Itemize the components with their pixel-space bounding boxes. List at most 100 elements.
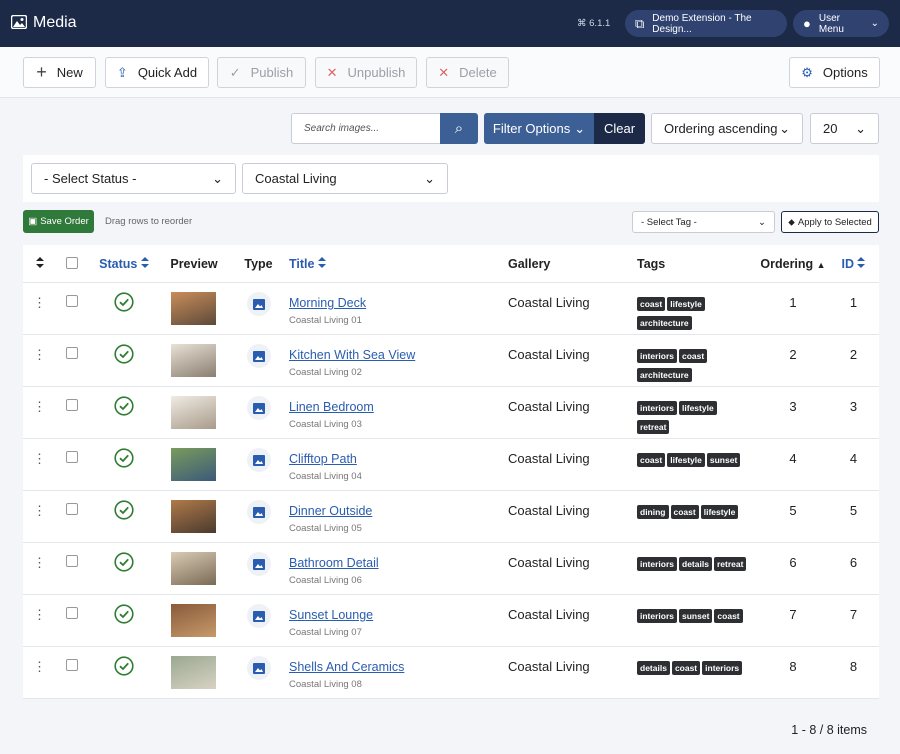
item-subtitle: Coastal Living 05 [289, 523, 362, 534]
preview-header: Preview [160, 245, 228, 282]
filter-options-button[interactable]: Filter Options ⌄ [484, 113, 594, 144]
tag: details [679, 557, 712, 571]
row-checkbox[interactable] [56, 491, 88, 542]
id-cell: 7 [849, 607, 858, 622]
delete-button[interactable]: ✕ Delete [426, 57, 509, 88]
clear-button[interactable]: Clear [594, 113, 645, 144]
row-checkbox[interactable] [56, 595, 88, 646]
row-checkbox[interactable] [56, 335, 88, 386]
preview-cell [160, 335, 228, 386]
thumbnail [171, 344, 216, 377]
quick-add-label: Quick Add [137, 65, 198, 80]
image-icon [252, 402, 265, 414]
image-icon [252, 506, 265, 518]
user-menu[interactable]: ● User Menu ⌄ [793, 10, 889, 37]
tag: lifestyle [667, 453, 705, 467]
tags-cell: coast lifestyle sunset [637, 439, 758, 490]
unpublish-button[interactable]: ✕ Unpublish [315, 57, 417, 88]
drag-hint: Drag rows to reorder [105, 216, 193, 227]
row-checkbox[interactable] [56, 439, 88, 490]
type-cell [228, 283, 289, 334]
item-title[interactable]: Clifftop Path [289, 452, 357, 466]
preview-cell [160, 647, 228, 698]
apply-button[interactable]: ⬥ Apply to Selected [781, 211, 879, 233]
item-title[interactable]: Shells And Ceramics [289, 660, 405, 674]
tag: interiors [637, 349, 678, 363]
search-button[interactable]: ⌕ [440, 113, 478, 144]
status-header[interactable]: Status [88, 245, 160, 282]
published-icon [114, 500, 134, 520]
options-button[interactable]: ⚙ Options [789, 57, 880, 88]
limit-label: 20 [823, 121, 838, 136]
type-cell [228, 439, 289, 490]
preview-header-label: Preview [170, 257, 218, 271]
item-title[interactable]: Bathroom Detail [289, 556, 379, 570]
item-title[interactable]: Kitchen With Sea View [289, 348, 416, 362]
id-header-label: ID [841, 257, 855, 271]
publish-button[interactable]: ✓ Publish [217, 57, 306, 88]
preview-cell [160, 595, 228, 646]
tags-cell: interiors lifestyle retreat [637, 387, 758, 438]
gallery-select[interactable]: Coastal Living ⌄ [242, 163, 448, 194]
row-checkbox[interactable] [56, 283, 88, 334]
title-header[interactable]: Title [289, 245, 508, 282]
ordering-label: Ordering ascending [664, 121, 778, 136]
title-header-label: Title [289, 257, 315, 271]
quick-add-button[interactable]: ⇪ Quick Add [105, 57, 209, 88]
status-cell[interactable] [88, 595, 160, 646]
apply-label: Apply to Selected [797, 216, 872, 228]
limit-select[interactable]: 20 ⌄ [810, 113, 879, 144]
thumbnail [171, 552, 216, 585]
status-cell[interactable] [88, 647, 160, 698]
save-order-label: Save Order [40, 216, 89, 227]
ordering-select[interactable]: Ordering ascending ⌄ [651, 113, 803, 144]
drag-handle[interactable]: ⋮ [33, 659, 46, 674]
preview-cell [160, 491, 228, 542]
ordering-header[interactable]: Ordering ▲ [760, 257, 826, 271]
search-input[interactable]: Search images... [291, 113, 441, 144]
status-cell[interactable] [88, 335, 160, 386]
drag-handle[interactable]: ⋮ [33, 607, 46, 622]
item-subtitle: Coastal Living 08 [289, 679, 362, 690]
search-placeholder: Search images... [304, 123, 380, 134]
check-header [56, 245, 88, 282]
item-title[interactable]: Dinner Outside [289, 504, 373, 518]
drag-handle[interactable]: ⋮ [33, 503, 46, 518]
id-cell: 6 [849, 555, 858, 570]
tag-select[interactable]: - Select Tag - ⌄ [632, 211, 775, 233]
table-row: ⋮ Dinner Outside Coastal Living 05 Coastal … [23, 491, 879, 543]
row-checkbox[interactable] [56, 647, 88, 698]
item-subtitle: Coastal Living 06 [289, 575, 362, 586]
status-cell[interactable] [88, 283, 160, 334]
item-title[interactable]: Linen Bedroom [289, 400, 374, 414]
type-cell [228, 543, 289, 594]
id-header[interactable]: ID [828, 245, 879, 282]
drag-handle[interactable]: ⋮ [33, 295, 46, 310]
status-cell[interactable] [88, 387, 160, 438]
ordering-cell: 7 [789, 607, 797, 622]
status-cell[interactable] [88, 439, 160, 490]
new-button[interactable]: + New [23, 57, 96, 88]
gallery-cell: Coastal Living [508, 503, 590, 518]
new-label: New [56, 65, 83, 80]
row-checkbox[interactable] [56, 387, 88, 438]
drag-handle[interactable]: ⋮ [33, 347, 46, 362]
sort-icon [857, 257, 866, 268]
drag-handle[interactable]: ⋮ [33, 399, 46, 414]
status-cell[interactable] [88, 543, 160, 594]
gallery-cell: Coastal Living [508, 607, 590, 622]
item-title[interactable]: Sunset Lounge [289, 608, 374, 622]
status-select[interactable]: - Select Status - ⌄ [31, 163, 236, 194]
gallery-cell: Coastal Living [508, 659, 590, 674]
drag-handle[interactable]: ⋮ [33, 555, 46, 570]
item-title[interactable]: Morning Deck [289, 296, 367, 310]
site-link[interactable]: ⧉ Demo Extension - The Design... [625, 10, 787, 37]
table-row: ⋮ Bathroom Detail Coastal Living 06 Coastal… [23, 543, 879, 595]
drag-handle[interactable]: ⋮ [33, 451, 46, 466]
status-cell[interactable] [88, 491, 160, 542]
tags-header: Tags [637, 245, 758, 282]
row-checkbox[interactable] [56, 543, 88, 594]
save-order-button[interactable]: ▣ Save Order [23, 210, 94, 233]
tag: sunset [679, 609, 713, 623]
page-title: Media [33, 14, 77, 31]
